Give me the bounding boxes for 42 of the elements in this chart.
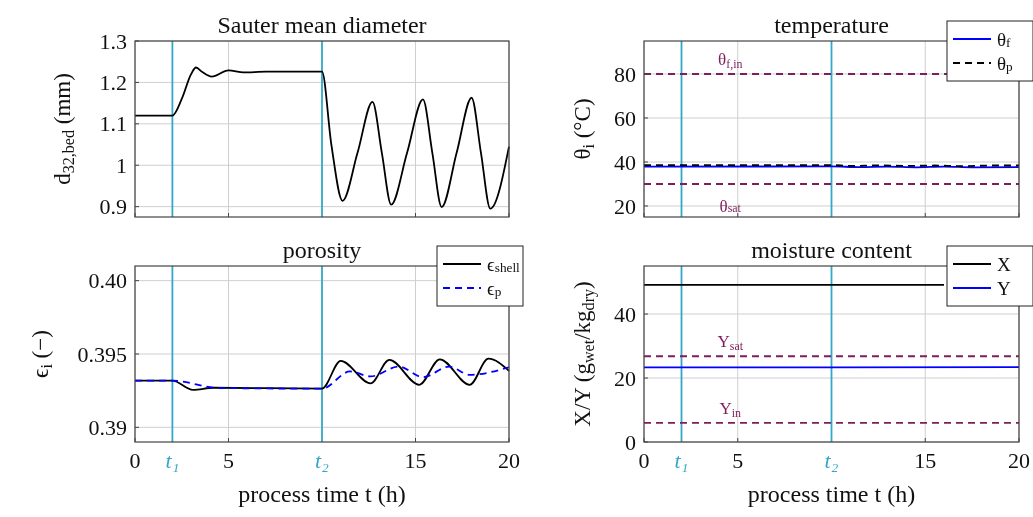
legend-label: ϵ$_{p}$ (487, 277, 502, 299)
chart-title: moisture content (751, 237, 913, 263)
y-tick-label: 1.1 (99, 111, 127, 137)
ref-line-label: θ$_{f,in}$ (718, 50, 743, 71)
y-tick-label: 0.395 (77, 341, 127, 367)
y-tick-label: 60 (614, 105, 636, 131)
chart-title: temperature (774, 12, 889, 38)
chart-title: Sauter mean diameter (217, 12, 427, 38)
y-tick-label: 20 (614, 365, 636, 391)
y-tick-label: 0.9 (99, 194, 127, 220)
line-series (134, 365, 510, 390)
legend-label: Y (997, 277, 1011, 299)
x-axis-title: process time t (h) (238, 481, 406, 507)
y-tick-label: 0.40 (88, 268, 127, 294)
x-tick-label: 15 (914, 448, 937, 473)
y-tick-label: 80 (614, 61, 636, 87)
ref-line-label: t₁ (165, 448, 180, 473)
ref-line-label: Y$_{sat}$ (717, 332, 744, 354)
line-series (134, 66, 510, 210)
y-tick-label: 40 (614, 149, 636, 175)
ref-line-label: Y$_{in}$ (719, 398, 742, 420)
y-tick-label: 1.2 (99, 69, 127, 95)
x-tick-label: 5 (732, 448, 744, 473)
x-tick-label: 20 (498, 448, 520, 473)
ref-line-label: t₂ (824, 448, 839, 473)
legend-label: θ$_{f}$ (997, 28, 1012, 50)
y-tick-label: 0.39 (88, 414, 127, 440)
ref-line-label: t₂ (315, 448, 330, 473)
y-tick-label: 1.3 (99, 28, 127, 54)
y-tick-label: 40 (614, 301, 636, 327)
legend-label: θ$_{p}$ (997, 52, 1014, 74)
y-tick-label: 1 (116, 152, 127, 178)
ref-line-label: t₁ (674, 448, 689, 473)
y-tick-label: 20 (614, 193, 636, 219)
y-tick-label: 0 (625, 429, 636, 455)
x-tick-label: 5 (223, 448, 234, 473)
x-tick-label: 20 (1008, 448, 1030, 473)
x-axis-title: process time t (h) (747, 481, 916, 507)
legend-label: ϵ$_{shell}$ (487, 253, 521, 275)
chart-title: porosity (282, 237, 362, 263)
legend-label: X (997, 253, 1011, 275)
x-tick-label: 15 (404, 448, 427, 473)
